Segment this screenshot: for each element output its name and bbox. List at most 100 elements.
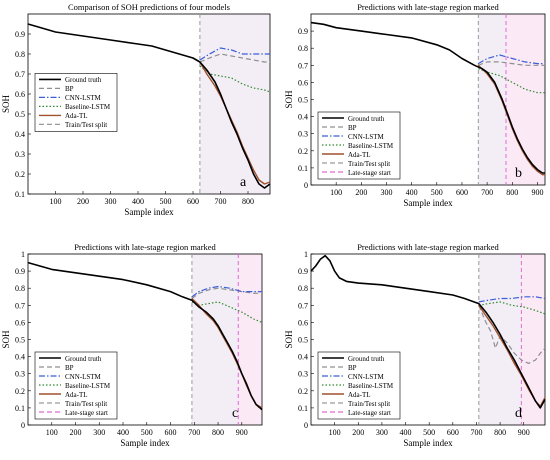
legend-label: Train/Test split bbox=[348, 400, 390, 408]
y-tick-label: 0.1 bbox=[298, 404, 308, 413]
series-line-bp bbox=[478, 305, 546, 364]
legend-label: BP bbox=[348, 124, 357, 132]
legend-label: CNN-LSTM bbox=[348, 373, 385, 381]
y-tick-label: 0.3 bbox=[15, 150, 25, 159]
x-tick-label: 100 bbox=[50, 197, 62, 206]
x-tick-label: 400 bbox=[406, 188, 418, 197]
legend-box bbox=[317, 111, 401, 180]
y-tick-label: 0 bbox=[304, 421, 308, 430]
y-tick-label: 0.2 bbox=[298, 387, 308, 396]
y-tick-label: 0.9 bbox=[15, 30, 25, 39]
late-stage-shade bbox=[521, 254, 545, 425]
legend-label: Train/Test split bbox=[65, 121, 107, 129]
panel-c: 100 200 300 400 500 600 700 800 900 0 0.1 0.2 0.3 0.4… bbox=[1, 242, 263, 448]
x-tick-label: 200 bbox=[77, 197, 89, 206]
legend-box bbox=[34, 351, 118, 420]
x-tick-label: 100 bbox=[330, 188, 342, 197]
y-tick-label: 0 bbox=[21, 421, 25, 430]
x-tick-label: 600 bbox=[456, 188, 468, 197]
panel-b: 100 200 300 400 500 600 700 800 900 0 0.1 0.2 0.3 0.4… bbox=[284, 2, 546, 208]
legend-label: Ground truth bbox=[348, 115, 385, 123]
y-tick-label: 0.1 bbox=[298, 164, 308, 173]
x-axis-label: Sample index bbox=[120, 438, 170, 448]
series-line-cnn-lstm bbox=[477, 54, 545, 65]
legend-label: Ground truth bbox=[348, 355, 385, 363]
y-tick-label: 0.1 bbox=[15, 404, 25, 413]
x-tick-label: 100 bbox=[46, 428, 58, 437]
legend-label: Train/Test split bbox=[65, 400, 107, 408]
y-tick-label: 0.2 bbox=[298, 147, 308, 156]
y-tick-label: 0.4 bbox=[298, 353, 308, 362]
legend-label: BP bbox=[348, 364, 357, 372]
x-tick-label: 900 bbox=[236, 428, 248, 437]
y-axis-label: SOH bbox=[1, 95, 11, 114]
x-tick-label: 500 bbox=[431, 188, 443, 197]
series-line-bp bbox=[199, 53, 270, 63]
legend-label: Late-stage start bbox=[348, 409, 391, 417]
x-tick-label: 900 bbox=[531, 188, 543, 197]
legend-label: BP bbox=[65, 85, 74, 93]
x-tick-label: 900 bbox=[518, 428, 530, 437]
series-line-ground-truth bbox=[27, 23, 271, 189]
panel-label: a bbox=[240, 175, 247, 190]
legend-label: Ada-TL bbox=[65, 391, 88, 399]
y-axis-label: SOH bbox=[284, 330, 294, 349]
y-tick-label: 0.2 bbox=[15, 387, 25, 396]
y-tick-label: 0.3 bbox=[15, 370, 25, 379]
y-tick-label: 0.7 bbox=[15, 301, 25, 310]
x-tick-label: 300 bbox=[105, 197, 117, 206]
x-tick-label: 400 bbox=[400, 428, 412, 437]
y-tick-label: 1 bbox=[304, 250, 308, 259]
legend-label: Baseline-LSTM bbox=[65, 103, 111, 111]
y-tick-label: 0.8 bbox=[15, 50, 25, 59]
y-tick-label: 0.4 bbox=[15, 353, 25, 362]
legend-label: Baseline-LSTM bbox=[348, 142, 394, 150]
series-line-cnn-lstm bbox=[191, 285, 262, 298]
panel-label: c bbox=[232, 406, 238, 421]
legend-box bbox=[34, 73, 118, 132]
legend-label: Ada-TL bbox=[348, 391, 371, 399]
panel-label: b bbox=[515, 166, 522, 181]
y-tick-label: 0.8 bbox=[298, 44, 308, 53]
x-tick-label: 600 bbox=[165, 428, 177, 437]
test-region-shade bbox=[199, 14, 270, 194]
series-line-cnn-lstm bbox=[199, 47, 270, 61]
x-tick-label: 500 bbox=[423, 428, 435, 437]
series-line-ada-tl bbox=[199, 61, 271, 185]
y-tick-label: 0.8 bbox=[298, 284, 308, 293]
legend-label: Baseline-LSTM bbox=[65, 382, 111, 390]
y-tick-label: 0.7 bbox=[15, 70, 25, 79]
series-line-ground-truth bbox=[27, 261, 263, 411]
y-tick-label: 0.3 bbox=[298, 370, 308, 379]
y-tick-label: 0.5 bbox=[298, 96, 308, 105]
x-tick-label: 400 bbox=[117, 428, 129, 437]
x-tick-label: 600 bbox=[187, 197, 199, 206]
x-tick-label: 200 bbox=[352, 428, 364, 437]
y-tick-label: 0.5 bbox=[15, 110, 25, 119]
late-stage-shade bbox=[506, 14, 545, 185]
axes-frame bbox=[27, 13, 271, 195]
x-tick-label: 400 bbox=[132, 197, 144, 206]
legend-label: Ada-TL bbox=[65, 112, 88, 120]
x-tick-label: 800 bbox=[506, 188, 518, 197]
legend-label: Late-stage start bbox=[65, 409, 108, 417]
panel-d: 100 200 300 400 500 600 700 800 900 0 0.1 0.2 0.3 0.4… bbox=[284, 242, 546, 448]
x-tick-label: 300 bbox=[93, 428, 105, 437]
y-axis-label: SOH bbox=[284, 90, 294, 109]
x-tick-label: 700 bbox=[188, 428, 200, 437]
y-tick-label: 0.4 bbox=[15, 130, 25, 139]
x-tick-label: 500 bbox=[141, 428, 153, 437]
y-tick-label: 0.8 bbox=[15, 284, 25, 293]
x-tick-label: 300 bbox=[376, 428, 388, 437]
y-tick-label: 0.2 bbox=[15, 170, 25, 179]
chart-title: Comparison of SOH predictions of four mo… bbox=[68, 2, 230, 12]
x-tick-label: 500 bbox=[160, 197, 172, 206]
series-line-baseline-lstm bbox=[199, 65, 271, 93]
legend-label: CNN-LSTM bbox=[65, 94, 102, 102]
series-line-bp bbox=[191, 287, 262, 299]
x-axis-label: Sample index bbox=[403, 438, 453, 448]
chart-title: Predictions with late-stage region marke… bbox=[357, 242, 499, 252]
panel-a: 100 200 300 400 500 600 700 800 0.1 0.2 0.3 0.4 0.5 0… bbox=[1, 2, 271, 217]
y-tick-label: 0 bbox=[304, 181, 308, 190]
y-tick-label: 0.9 bbox=[298, 27, 308, 36]
